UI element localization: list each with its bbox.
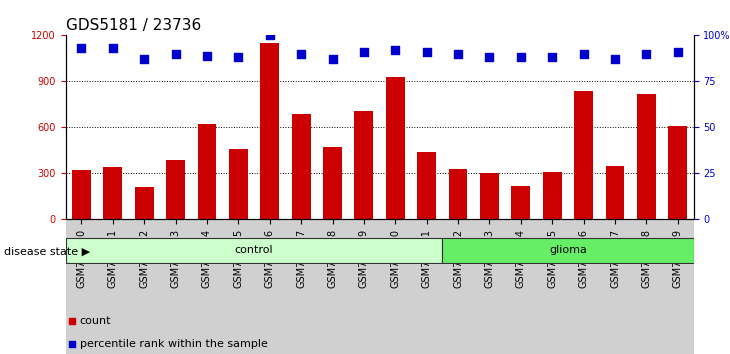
Bar bbox=[72, 170, 91, 219]
Point bbox=[641, 51, 653, 57]
Text: glioma: glioma bbox=[549, 245, 587, 256]
Bar bbox=[229, 149, 247, 219]
Bar bbox=[442, 219, 474, 354]
Point bbox=[484, 55, 496, 60]
Bar bbox=[474, 219, 505, 354]
FancyBboxPatch shape bbox=[442, 238, 694, 263]
Bar bbox=[97, 219, 128, 354]
Bar bbox=[637, 94, 656, 219]
Point bbox=[453, 51, 464, 57]
Bar bbox=[543, 172, 561, 219]
Bar bbox=[599, 219, 631, 354]
Bar bbox=[104, 167, 122, 219]
Point bbox=[515, 55, 527, 60]
Bar bbox=[191, 219, 223, 354]
Point bbox=[358, 49, 369, 55]
Bar bbox=[575, 91, 593, 219]
Bar bbox=[198, 124, 216, 219]
Text: count: count bbox=[80, 315, 111, 326]
Point bbox=[169, 51, 181, 57]
FancyBboxPatch shape bbox=[66, 238, 442, 263]
Bar bbox=[505, 219, 537, 354]
Bar bbox=[66, 219, 97, 354]
Bar bbox=[166, 160, 185, 219]
Bar bbox=[386, 77, 404, 219]
Point bbox=[76, 45, 88, 51]
Bar bbox=[662, 219, 694, 354]
Point bbox=[421, 49, 433, 55]
Text: disease state ▶: disease state ▶ bbox=[4, 247, 90, 257]
Bar bbox=[380, 219, 411, 354]
Bar bbox=[537, 219, 568, 354]
Bar bbox=[355, 110, 373, 219]
Bar bbox=[568, 219, 599, 354]
Bar bbox=[128, 219, 160, 354]
Point bbox=[295, 51, 307, 57]
Point bbox=[578, 51, 590, 57]
Bar bbox=[411, 219, 442, 354]
Point bbox=[390, 47, 402, 53]
Text: control: control bbox=[235, 245, 273, 256]
Point bbox=[672, 49, 683, 55]
Bar bbox=[317, 219, 348, 354]
Bar bbox=[606, 166, 624, 219]
Bar bbox=[512, 186, 530, 219]
Bar bbox=[285, 219, 317, 354]
Text: percentile rank within the sample: percentile rank within the sample bbox=[80, 338, 267, 349]
Point bbox=[431, 53, 442, 58]
Bar bbox=[160, 219, 191, 354]
Point bbox=[609, 57, 620, 62]
Bar bbox=[223, 219, 254, 354]
Point bbox=[139, 57, 150, 62]
Bar bbox=[135, 187, 153, 219]
Bar bbox=[480, 173, 499, 219]
Text: GDS5181 / 23736: GDS5181 / 23736 bbox=[66, 18, 201, 33]
Point bbox=[326, 57, 338, 62]
Bar bbox=[261, 43, 279, 219]
Bar bbox=[254, 219, 285, 354]
Bar bbox=[669, 126, 687, 219]
Bar bbox=[631, 219, 662, 354]
Point bbox=[264, 33, 276, 38]
Bar bbox=[348, 219, 380, 354]
Bar bbox=[323, 147, 342, 219]
Bar bbox=[418, 152, 436, 219]
Point bbox=[232, 55, 244, 60]
Point bbox=[201, 53, 213, 58]
Point bbox=[107, 45, 119, 51]
Bar bbox=[449, 169, 467, 219]
Point bbox=[546, 55, 558, 60]
Bar bbox=[292, 114, 310, 219]
Point bbox=[431, 262, 442, 268]
